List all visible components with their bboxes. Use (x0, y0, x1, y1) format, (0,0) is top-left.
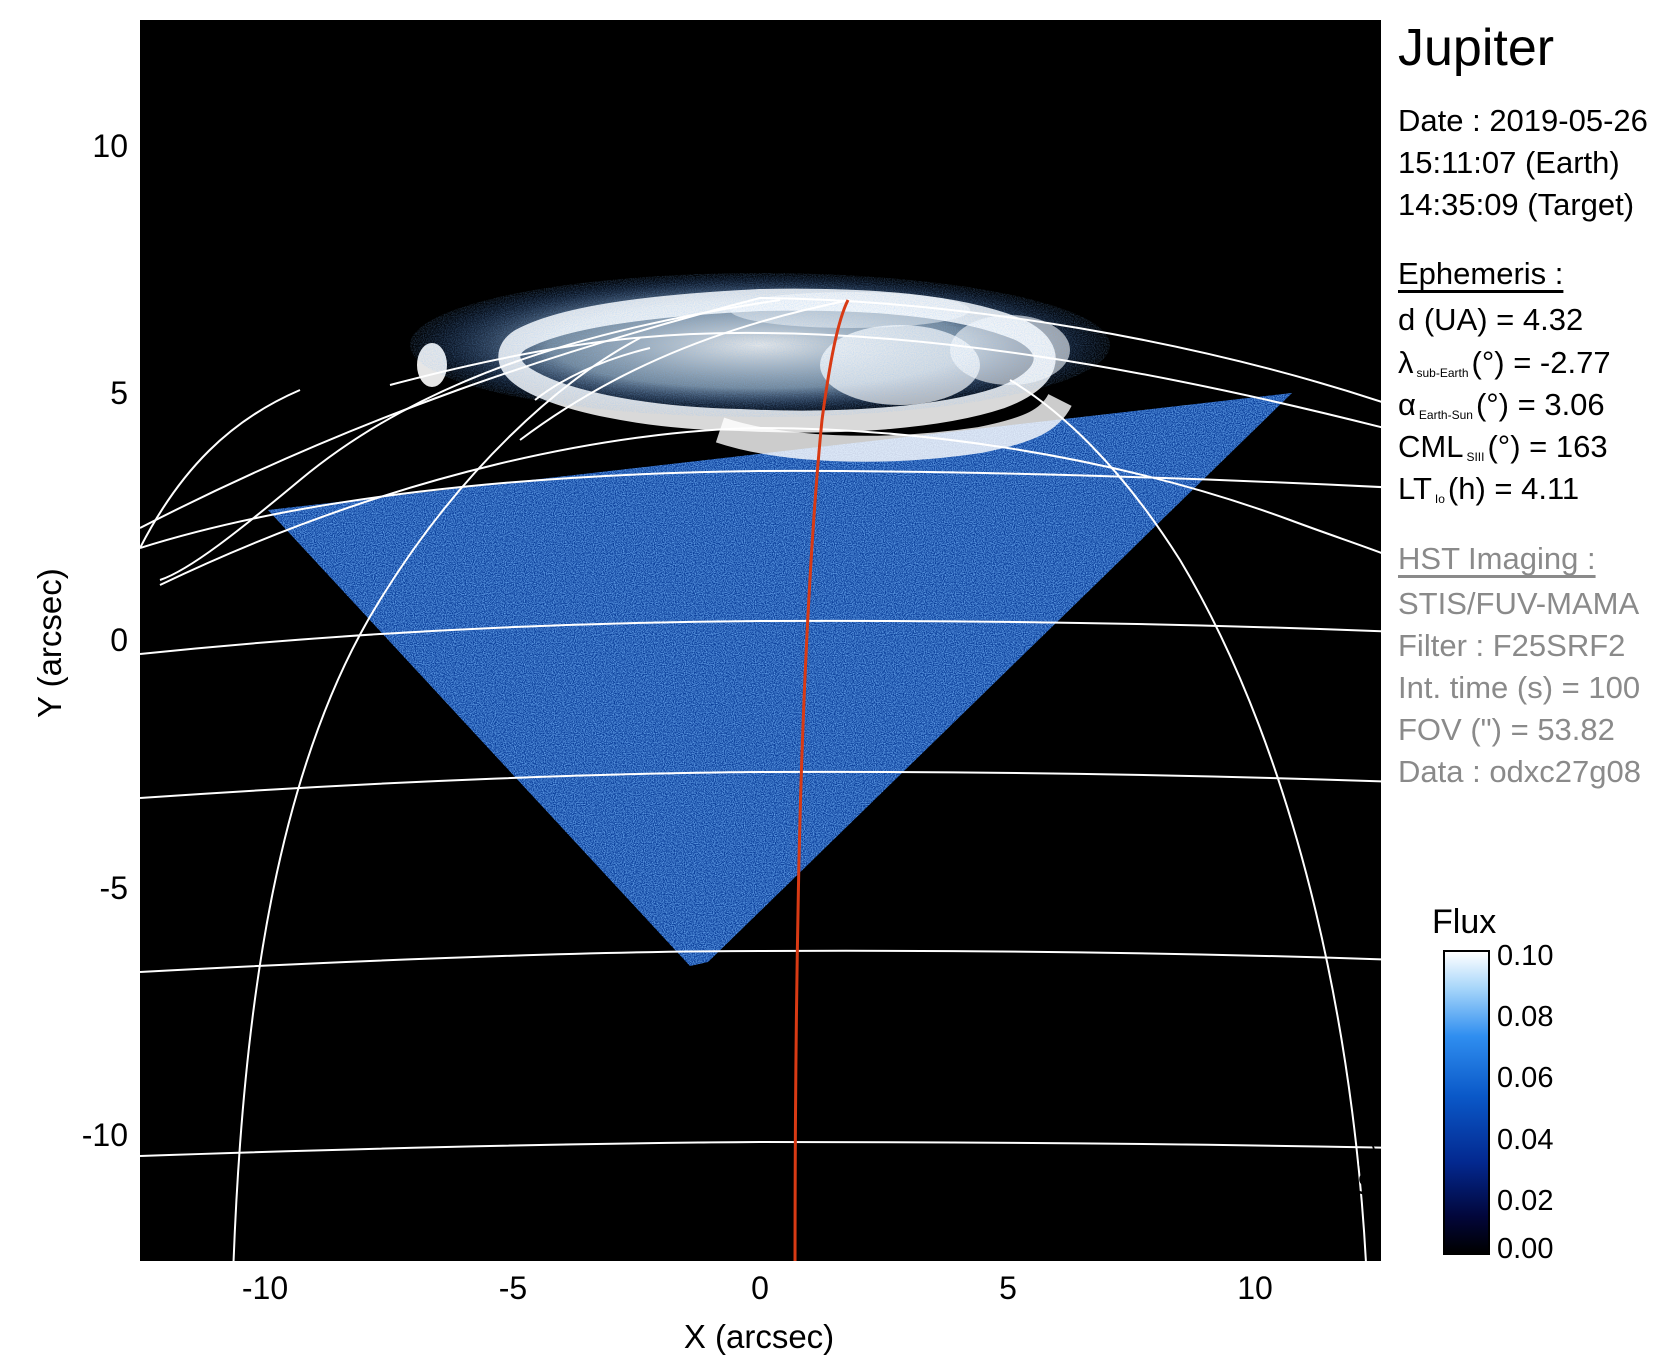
aurora (410, 273, 1110, 462)
ephemeris-header: Ephemeris : (1398, 256, 1564, 291)
colorbar-title: Flux (1432, 903, 1497, 941)
y-tick-label: 10 (92, 128, 128, 164)
integration-time: Int. time (s) = 100 (1398, 670, 1641, 705)
latitude-grid (140, 296, 1381, 1157)
target-title: Jupiter (1398, 19, 1555, 77)
y-tick-label: 0 (110, 622, 128, 658)
colorbar-tick: 0.06 (1497, 1062, 1554, 1094)
observation-wedge (268, 393, 1292, 966)
target-time: 14:35:09 (Target) (1398, 187, 1635, 222)
earth-time: 15:11:07 (Earth) (1398, 145, 1620, 180)
x-axis-label: X (arcsec) (683, 1318, 835, 1355)
distance: d (UA) = 4.32 (1398, 302, 1584, 337)
colorbar-tick: 0.10 (1497, 940, 1554, 972)
io-local-time: LT Io(h) = 4.11 (1398, 471, 1580, 506)
y-axis-label: Y (arcsec) (31, 568, 68, 718)
colorbar-tick: 0.00 (1497, 1233, 1554, 1265)
highlighted-meridian (793, 299, 850, 1262)
y-tick-label: 5 (110, 375, 128, 411)
x-tick-label: -5 (498, 1270, 528, 1306)
colorbar-unit: (counts.s⁻¹) (1349, 1044, 1382, 1197)
field-of-view: FOV (") = 53.82 (1398, 712, 1615, 747)
central-meridian-longitude: CML SIII(°) = 163 (1398, 429, 1608, 464)
longitude-grid (140, 299, 1367, 1262)
hst-header: HST Imaging : (1398, 541, 1596, 576)
date-line: Date : 2019-05-26 (1398, 103, 1648, 138)
filter: Filter : F25SRF2 (1398, 628, 1626, 663)
colorbar-tick: 0.02 (1497, 1185, 1554, 1217)
colorbar-tick: 0.08 (1497, 1001, 1554, 1033)
instrument: STIS/FUV-MAMA (1398, 586, 1640, 621)
x-tick-label: 0 (751, 1270, 769, 1306)
x-tick-label: 10 (1237, 1270, 1273, 1306)
phase-angle: α Earth-Sun(°) = 3.06 (1398, 387, 1605, 422)
y-tick-label: -5 (99, 870, 128, 906)
colorbar (1443, 950, 1490, 1255)
x-tick-label: -10 (241, 1270, 289, 1306)
sub-earth-latitude: λ sub-Earth(°) = -2.77 (1398, 345, 1611, 380)
y-tick-label: -10 (81, 1117, 128, 1153)
x-tick-label: 5 (999, 1270, 1017, 1306)
colorbar-tick: 0.04 (1497, 1124, 1554, 1156)
dataset-id: Data : odxc27g08 (1398, 754, 1642, 789)
